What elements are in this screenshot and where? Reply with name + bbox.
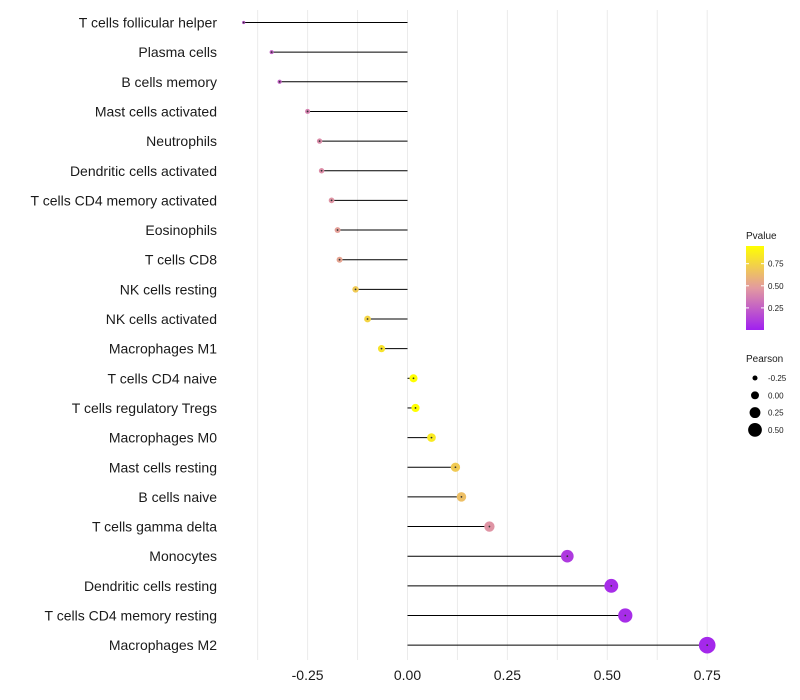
category-label: Eosinophils <box>145 222 217 238</box>
lollipop-center-dot <box>338 258 341 261</box>
category-label: Dendritic cells resting <box>84 578 217 594</box>
grid-layer <box>257 10 708 660</box>
pearson-legend-title: Pearson <box>746 354 783 365</box>
category-label: T cells follicular helper <box>79 15 218 31</box>
category-label: T cells regulatory Tregs <box>72 400 217 416</box>
lollipop-center-dot <box>242 21 245 24</box>
pvalue-legend: Pvalue 0.25 0.50 0.75 <box>746 231 784 330</box>
category-label: T cells CD4 memory activated <box>31 192 217 208</box>
category-label: Monocytes <box>149 548 217 564</box>
x-tick-label: 0.25 <box>494 667 521 683</box>
category-label: Neutrophils <box>146 133 217 149</box>
category-label: Macrophages M2 <box>109 637 217 653</box>
lollipop-center-dot <box>488 525 491 528</box>
colorbar-tick-label: 0.25 <box>768 304 784 313</box>
colorbar-tick-label: 0.50 <box>768 282 784 291</box>
lollipop-center-dot <box>320 169 323 172</box>
category-label: NK cells resting <box>120 281 217 297</box>
lollipop-center-dot <box>706 644 709 647</box>
x-tick-label: 0.00 <box>394 667 421 683</box>
lollipop-center-dot <box>430 436 433 439</box>
category-label: T cells gamma delta <box>92 519 217 535</box>
lollipop-center-dot <box>306 110 309 113</box>
category-label: T cells CD8 <box>145 252 217 268</box>
lollipop-center-dot <box>270 51 273 54</box>
size-legend-dot <box>749 407 761 419</box>
lollipop-center-dot <box>366 318 369 320</box>
x-axis-ticks: -0.25 0.00 0.25 0.50 0.75 <box>292 667 721 683</box>
category-label: Mast cells resting <box>109 459 217 475</box>
size-legend-dot <box>751 391 759 400</box>
pvalue-legend-title: Pvalue <box>746 231 777 242</box>
category-labels: T cells follicular helper Plasma cells B c… <box>31 15 218 654</box>
colorbar-tick-label: 0.75 <box>768 260 784 269</box>
lollipop-center-dot <box>610 584 613 587</box>
lollipop-center-dot <box>454 466 457 469</box>
size-legend-label: -0.25 <box>768 374 787 383</box>
size-legend-dot <box>748 423 762 437</box>
category-label: Macrophages M1 <box>109 341 217 357</box>
x-tick-label: 0.50 <box>594 667 621 683</box>
points-layer <box>242 20 716 654</box>
pvalue-colorbar <box>746 246 764 330</box>
size-legend-label: 0.50 <box>768 426 784 435</box>
lollipop-center-dot <box>318 140 321 143</box>
pearson-legend: Pearson -0.25 0.00 0.25 0.50 <box>746 354 787 437</box>
lollipop-center-dot <box>278 80 281 83</box>
category-label: T cells CD4 naive <box>108 370 218 386</box>
category-label: NK cells activated <box>106 311 217 327</box>
lollipop-center-dot <box>330 199 333 202</box>
category-label: Plasma cells <box>138 44 217 60</box>
size-legend-dot <box>752 375 758 381</box>
size-legend-label: 0.25 <box>768 409 784 418</box>
category-label: Mast cells activated <box>95 103 217 119</box>
lollipop-center-dot <box>414 407 417 409</box>
lollipop-center-dot <box>566 555 569 558</box>
category-label: B cells memory <box>121 74 217 90</box>
category-label: B cells naive <box>138 489 217 505</box>
category-label: Dendritic cells activated <box>70 163 217 179</box>
lollipop-center-dot <box>624 614 627 617</box>
lollipop-center-dot <box>380 347 383 350</box>
x-tick-label: -0.25 <box>292 667 324 683</box>
lollipop-center-dot <box>460 496 463 498</box>
x-tick-label: 0.75 <box>694 667 721 683</box>
lollipop-center-dot <box>412 377 415 380</box>
size-legend-label: 0.00 <box>768 391 784 400</box>
lollipop-center-dot <box>354 288 357 291</box>
category-label: T cells CD4 memory resting <box>45 608 217 624</box>
lollipop-center-dot <box>336 229 339 231</box>
stems-layer <box>243 22 708 646</box>
category-label: Macrophages M0 <box>109 430 217 446</box>
